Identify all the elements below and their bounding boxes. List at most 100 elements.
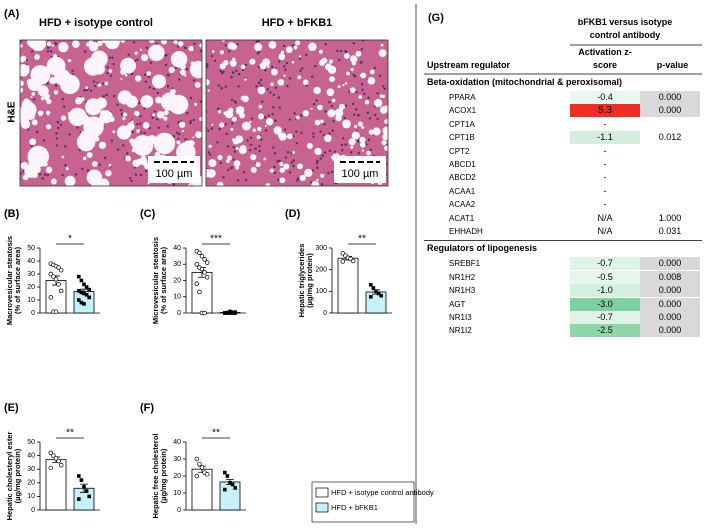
lipid-droplet	[148, 40, 155, 44]
nucleus	[382, 85, 385, 88]
nucleus	[355, 108, 358, 111]
nucleus	[344, 143, 347, 146]
lipid-droplet	[52, 54, 58, 59]
nucleus	[273, 171, 277, 175]
y-tick-label: 40	[173, 245, 181, 252]
nucleus	[43, 173, 47, 176]
lipid-droplet	[364, 99, 370, 105]
lipid-droplet	[297, 75, 302, 80]
nucleus	[184, 138, 187, 141]
p-value: 0.031	[658, 226, 682, 236]
nucleus	[313, 64, 317, 68]
panel-label: (G)	[428, 12, 444, 24]
data-point	[53, 456, 59, 461]
lipid-droplet	[86, 169, 103, 186]
nucleus	[222, 176, 225, 179]
nucleus	[282, 44, 286, 48]
lipid-droplet	[40, 96, 45, 101]
nucleus	[102, 82, 105, 85]
data-point	[56, 265, 61, 270]
gene: NR1H3	[449, 286, 476, 296]
lipid-droplet	[324, 63, 332, 71]
data-point	[197, 461, 202, 467]
nucleus	[83, 50, 87, 53]
lipid-droplet	[383, 105, 388, 110]
nucleus	[130, 179, 133, 183]
nucleus	[71, 69, 74, 72]
lipid-droplet	[65, 179, 72, 186]
lipid-droplet	[273, 126, 282, 135]
z-score: -3.0	[570, 297, 640, 311]
lipid-droplet	[318, 49, 323, 54]
nucleus	[106, 71, 109, 75]
lipid-droplet	[21, 102, 37, 118]
lipid-droplet	[189, 60, 202, 79]
y-axis-label: Microvesicular steatosis	[151, 237, 160, 324]
data-point	[87, 287, 91, 292]
nucleus	[286, 84, 289, 88]
lipid-droplet	[269, 168, 274, 173]
nucleus	[241, 68, 245, 72]
gene: EHHADH	[449, 227, 483, 236]
lipid-droplet	[20, 64, 30, 77]
lipid-droplet	[142, 158, 148, 164]
lipid-droplet	[264, 124, 267, 128]
lipid-droplet	[188, 140, 195, 147]
nucleus	[327, 171, 330, 175]
y-tick-label: 20	[27, 284, 35, 291]
lipid-droplet	[316, 178, 319, 182]
lipid-droplet	[346, 71, 350, 76]
lipid-droplet	[67, 58, 72, 63]
data-point	[340, 259, 346, 264]
lipid-droplet	[279, 162, 284, 167]
lipid-droplet	[30, 95, 33, 99]
lipid-droplet	[268, 40, 277, 49]
nucleus	[41, 177, 44, 180]
lipid-droplet	[199, 43, 202, 48]
lipid-droplet	[368, 129, 374, 135]
scale-label: 100 µm	[156, 168, 193, 180]
nucleus	[64, 164, 67, 167]
nucleus	[109, 74, 113, 77]
lipid-droplet	[168, 66, 175, 74]
lipid-droplet	[20, 161, 29, 170]
nucleus	[185, 67, 189, 71]
lipid-droplet	[320, 119, 324, 124]
y-tick-label: 20	[27, 480, 35, 487]
nucleus	[376, 117, 379, 121]
lipid-droplet	[219, 50, 224, 55]
nucleus	[383, 87, 386, 91]
nucleus	[125, 152, 129, 155]
stain-label: H&E	[7, 101, 18, 122]
nucleus	[297, 177, 300, 180]
lipid-droplet	[357, 121, 363, 127]
data-point	[350, 258, 356, 264]
nucleus	[54, 84, 58, 87]
nucleus	[328, 149, 332, 153]
lipid-droplet	[314, 147, 322, 156]
p-value: 0.000	[640, 297, 700, 311]
nucleus	[189, 96, 193, 100]
lipid-droplet	[270, 82, 274, 87]
scale-box	[148, 156, 200, 183]
nucleus	[299, 69, 302, 72]
y-axis-label: Hepatic triglycerides	[297, 244, 306, 318]
nucleus	[106, 66, 109, 69]
lipid-droplet	[224, 110, 234, 119]
z-score: -1.1	[570, 131, 640, 145]
image-border	[205, 39, 389, 187]
lipid-droplet	[142, 122, 150, 129]
lipid-droplet	[381, 140, 387, 146]
lipid-droplet	[367, 77, 376, 85]
y-tick-label: 30	[27, 466, 35, 473]
gene: SREBF1	[449, 259, 481, 269]
lipid-droplet	[221, 40, 225, 42]
nucleus	[244, 178, 248, 182]
section-title: Regulators of lipogenesis	[427, 243, 538, 254]
lipid-droplet	[240, 64, 246, 70]
lipid-droplet	[148, 44, 165, 62]
lipid-droplet	[366, 150, 371, 156]
data-point	[53, 309, 59, 314]
lipid-droplet	[320, 173, 325, 178]
nucleus	[92, 80, 96, 83]
